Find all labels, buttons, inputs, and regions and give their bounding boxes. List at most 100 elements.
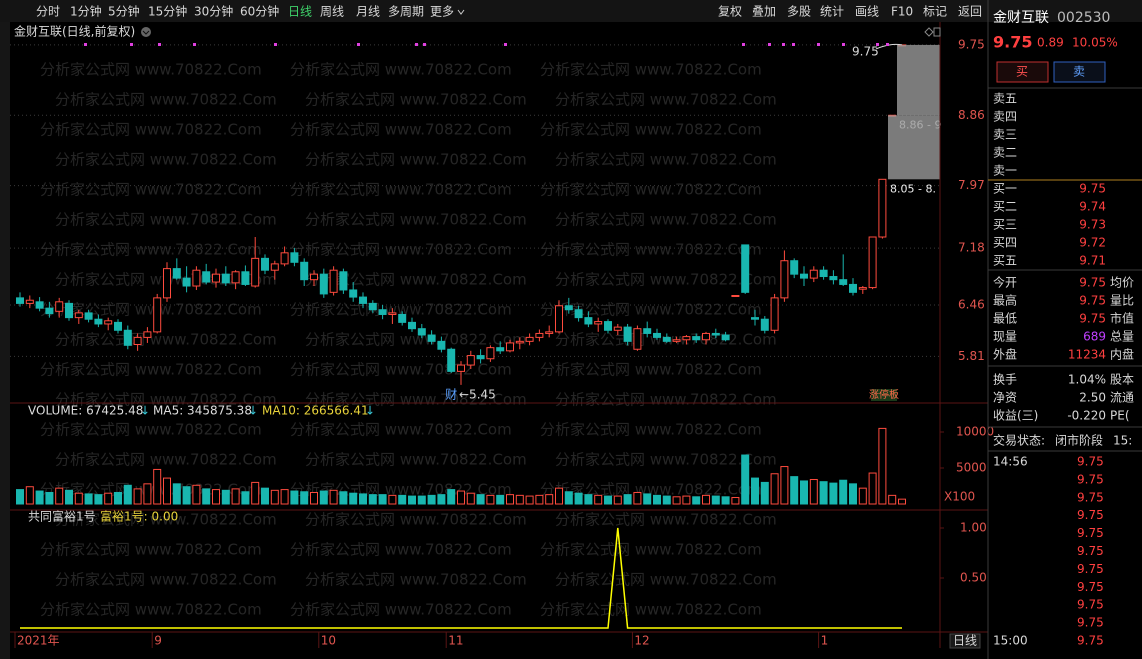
tool-button[interactable]: 叠加 <box>752 5 776 19</box>
period-button-label[interactable]: 日线 <box>953 634 977 648</box>
volume-bar <box>114 491 122 505</box>
tool-button[interactable]: 标记 <box>923 5 947 19</box>
watermark: 分析家公式网 www.70822.Com <box>40 301 262 319</box>
watermark: 分析家公式网 www.70822.Com <box>555 271 777 289</box>
period-tab[interactable]: 1分钟 <box>70 4 102 19</box>
status-text: 交易状态: <box>993 433 1045 448</box>
volume-bar <box>447 489 456 505</box>
volume-bar <box>55 487 64 505</box>
y-tick-label: 9.75 <box>958 37 985 51</box>
volume-header: MA5: 345875.38 <box>153 404 252 418</box>
stat-label: 市值 <box>1110 311 1134 326</box>
period-button[interactable] <box>949 633 981 649</box>
tick-price: 9.75 <box>1077 544 1104 558</box>
volume-bar <box>623 494 632 505</box>
bid-price: 9.73 <box>1079 218 1106 232</box>
sell-button[interactable] <box>1053 61 1106 83</box>
volume-bar <box>25 486 34 505</box>
y-tick-label: 1.00 <box>960 521 987 535</box>
tool-button[interactable]: 多股 <box>787 5 811 19</box>
volume-bar <box>515 494 524 505</box>
change-pct: 10.05% <box>1072 36 1118 50</box>
ask-label: 卖二 <box>993 146 1017 160</box>
candle-body <box>339 271 348 291</box>
period-tab[interactable]: 15分钟 <box>148 4 187 19</box>
period-tab[interactable]: 周线 <box>320 5 344 19</box>
gap-box <box>897 44 940 116</box>
candle-body <box>300 261 309 281</box>
candle-body <box>437 340 446 350</box>
candle-body <box>525 336 534 342</box>
volume-bar <box>662 495 671 505</box>
bid-label: 买四 <box>993 236 1017 250</box>
volume-bar <box>604 495 612 505</box>
period-tab[interactable]: 分时 <box>36 5 60 19</box>
volume-bar <box>319 490 328 505</box>
x-tick-label: 2021年 <box>17 634 60 648</box>
toolbar-bg <box>0 0 1142 22</box>
stat-label: 均价 <box>1110 276 1134 290</box>
volume-bar <box>349 492 358 505</box>
candle-body <box>359 296 367 304</box>
stat-label: 量比 <box>1110 294 1134 308</box>
period-tab[interactable]: 月线 <box>356 5 380 19</box>
tool-button[interactable]: 复权 <box>718 5 742 19</box>
x-tick-label: 12 <box>634 634 649 648</box>
volume-bar <box>682 495 691 505</box>
candle-body <box>692 336 701 341</box>
chart-title: 金财互联(日线,前复权) <box>14 24 135 39</box>
candle-body <box>721 334 730 341</box>
period-tab[interactable]: 60分钟 <box>240 4 279 19</box>
period-tab[interactable]: 日线 <box>288 5 312 19</box>
period-tab[interactable]: 5分钟 <box>108 4 140 19</box>
watermark: 分析家公式网 www.70822.Com <box>40 181 262 199</box>
volume-bar <box>182 486 191 505</box>
volume-bar <box>751 477 759 505</box>
candle-body <box>496 347 505 352</box>
watermark: 分析家公式网 www.70822.Com <box>305 511 527 529</box>
watermark: 分析家公式网 www.70822.Com <box>540 541 762 559</box>
icon[interactable] <box>924 27 934 37</box>
dropdown-arrow <box>457 9 465 15</box>
unit-label: X100 <box>944 490 975 504</box>
watermark: 分析家公式网 www.70822.Com <box>40 601 262 619</box>
buy-button[interactable] <box>996 61 1049 83</box>
ask-label: 卖五 <box>993 92 1017 106</box>
volume-bar <box>45 491 54 505</box>
watermark: 分析家公式网 www.70822.Com <box>55 331 277 349</box>
y-tick-label: 6.46 <box>958 297 985 311</box>
volume-bar <box>437 494 446 505</box>
change: 0.89 <box>1037 36 1064 50</box>
candle-body <box>123 329 132 346</box>
watermark: 分析家公式网 www.70822.Com <box>305 271 527 289</box>
volume-bar <box>741 454 750 505</box>
volume-bar <box>172 483 181 505</box>
candle-body <box>702 332 710 341</box>
tool-button[interactable]: 统计 <box>820 5 844 19</box>
sell-label[interactable]: 卖 <box>1073 65 1085 79</box>
trend-arrow: ↓ <box>365 404 375 418</box>
stat-label: PE( <box>1110 409 1130 423</box>
volume-bar <box>564 491 573 505</box>
buy-label[interactable]: 买 <box>1016 65 1028 79</box>
volume-bar <box>123 484 132 505</box>
tool-button[interactable]: 画线 <box>855 5 879 19</box>
tick-price: 9.75 <box>1077 508 1104 522</box>
stat-label: 今开 <box>993 275 1017 290</box>
watermark: 分析家公式网 www.70822.Com <box>305 331 527 349</box>
candle-body <box>780 260 789 299</box>
period-tab[interactable]: 多周期 <box>388 5 424 19</box>
volume-bar <box>800 480 808 505</box>
tool-button[interactable]: 返回 <box>958 5 982 19</box>
period-tab[interactable]: 30分钟 <box>194 4 233 19</box>
tool-button[interactable]: F10 <box>891 5 913 19</box>
period-tab[interactable]: 更多 <box>430 5 454 19</box>
volume-bar <box>408 495 416 505</box>
volume-bar <box>231 488 240 505</box>
icon[interactable] <box>933 27 941 37</box>
title-menu[interactable] <box>141 27 151 37</box>
volume-bar <box>368 494 377 505</box>
watermark: 分析家公式网 www.70822.Com <box>55 391 277 409</box>
candle-body <box>878 178 887 238</box>
candle-body <box>104 320 113 325</box>
